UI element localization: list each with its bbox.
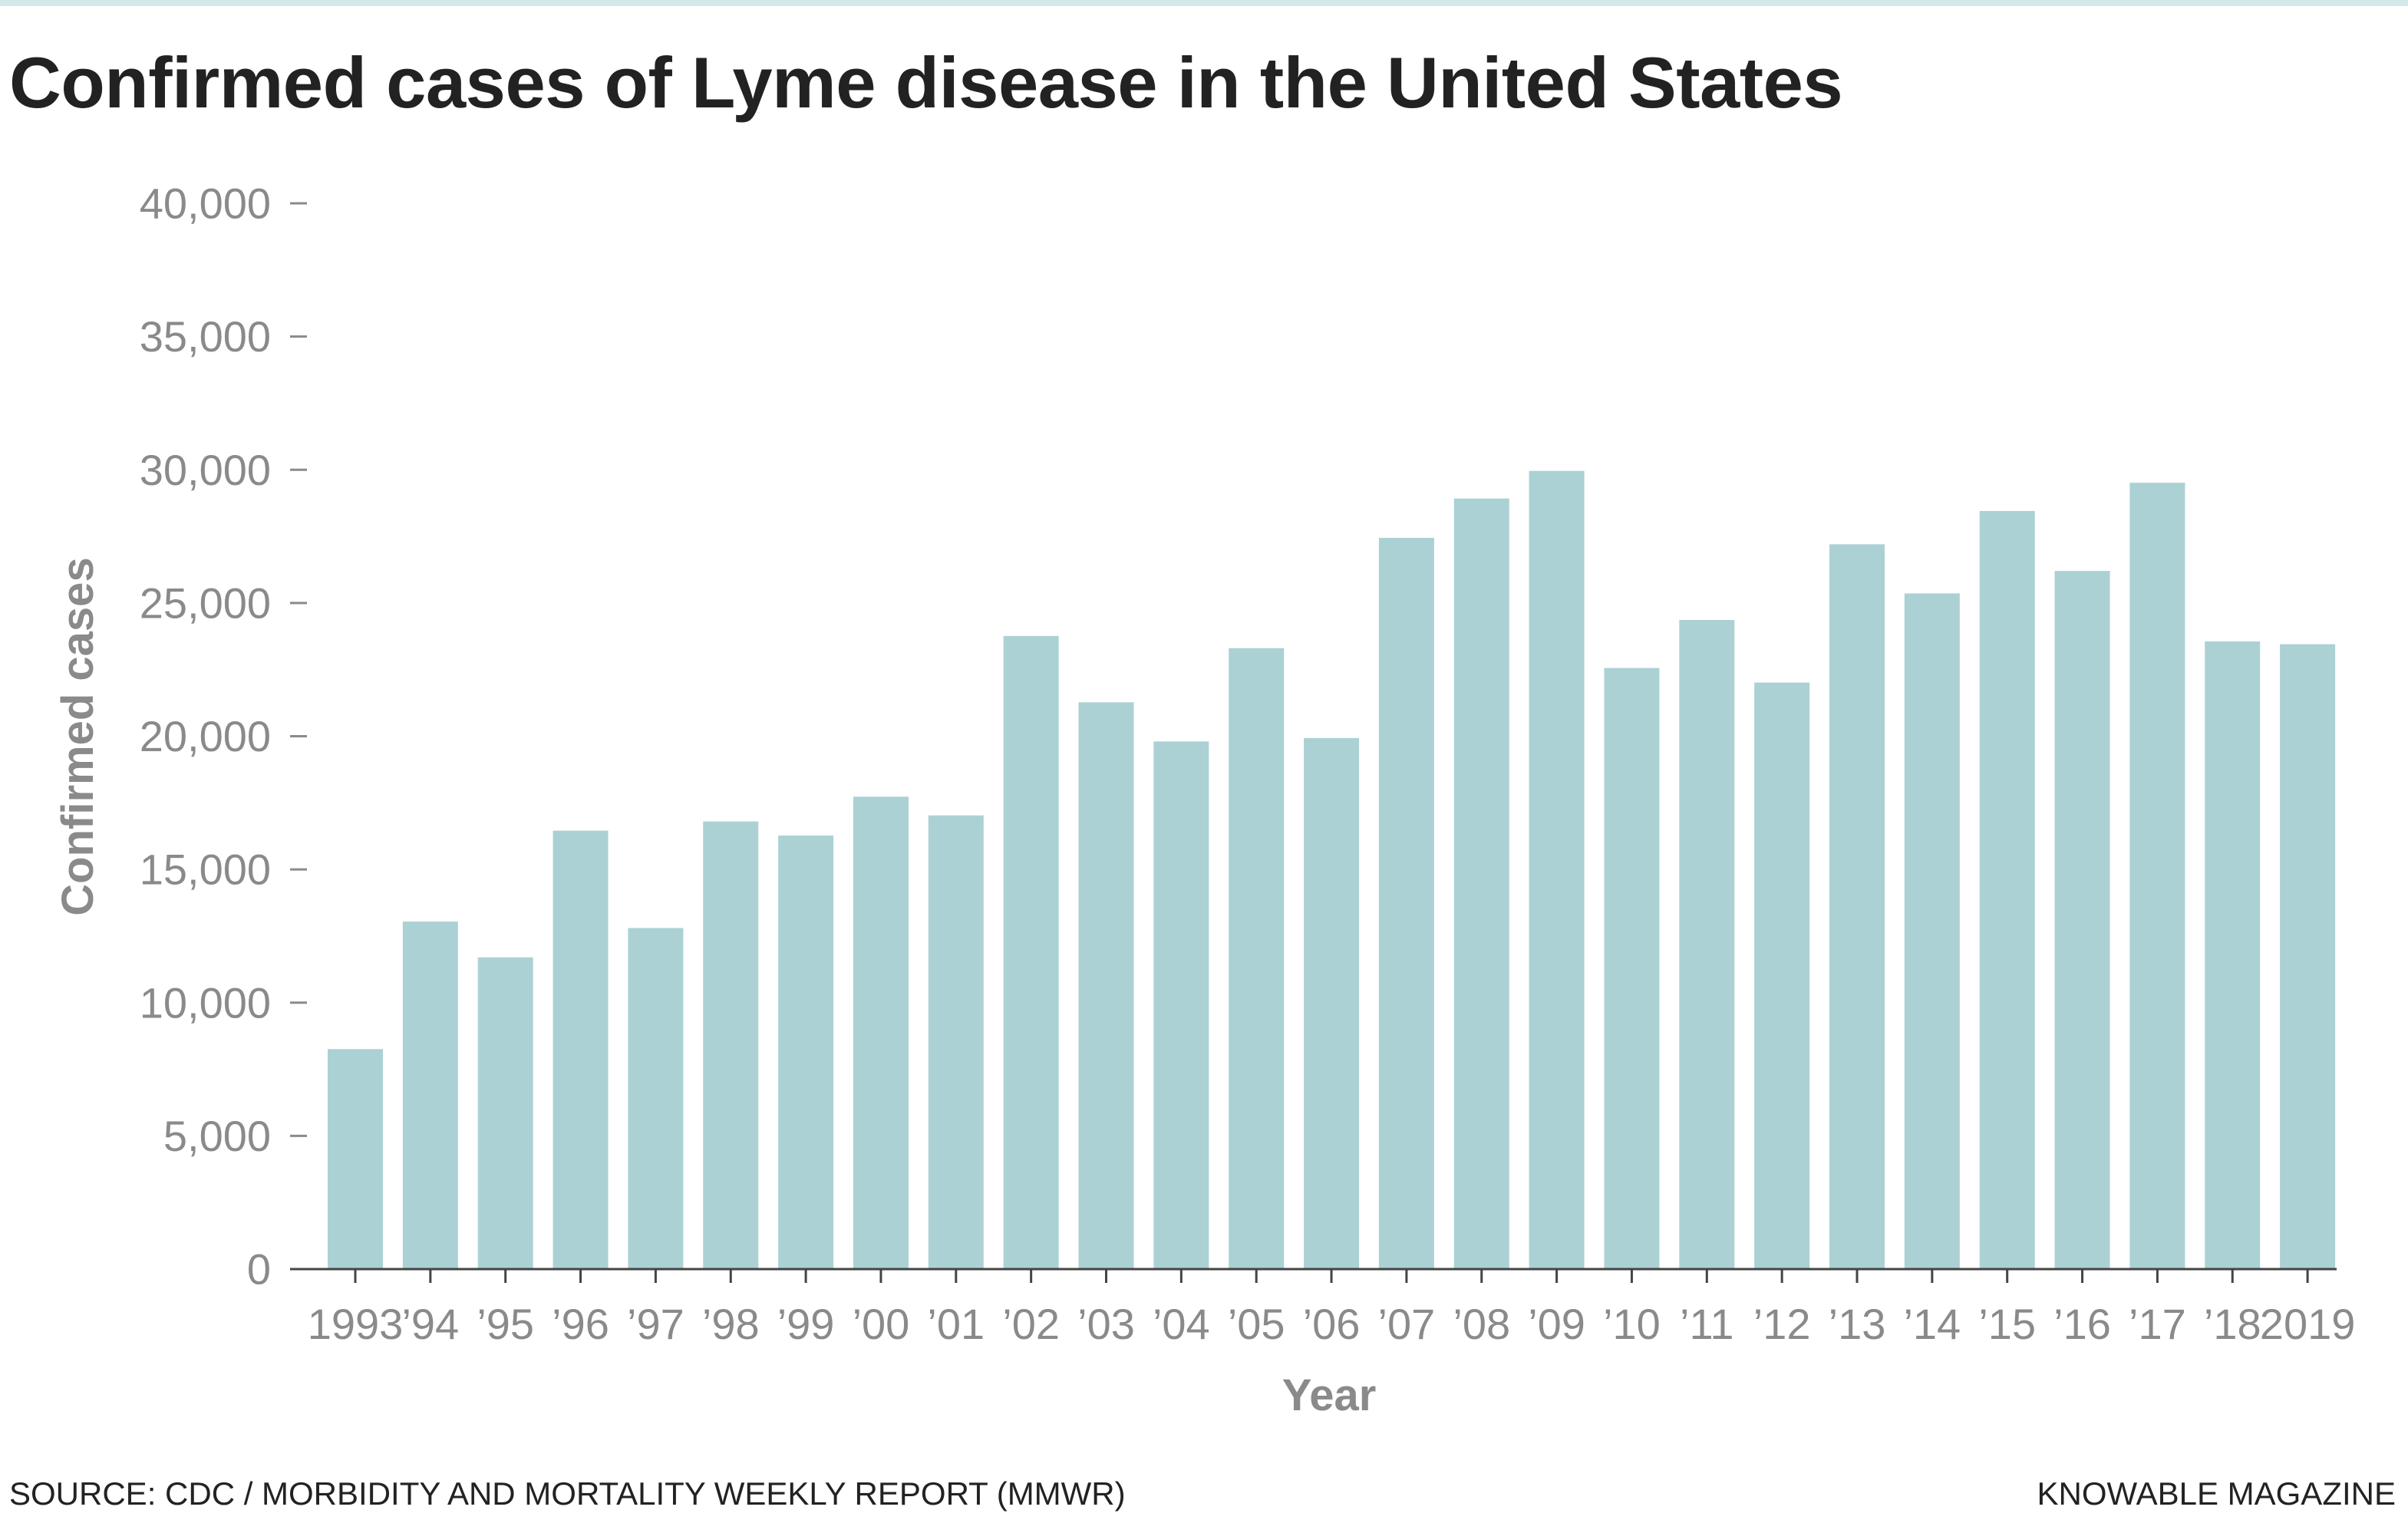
y-tick-label: 35,000 <box>140 312 271 361</box>
bar <box>1979 510 2035 1269</box>
y-axis: 0 5,000 10,000 15,000 20,000 25,000 30,000 35,0… <box>140 180 307 1294</box>
x-tick-label: ’03 <box>1077 1300 1135 1348</box>
x-tick-label: ’06 <box>1303 1300 1361 1348</box>
bar <box>2205 641 2261 1269</box>
y-tick-label: 30,000 <box>140 446 271 494</box>
publisher-credit: KNOWABLE MAGAZINE <box>2037 1475 2396 1512</box>
bar <box>553 830 609 1269</box>
bar <box>1829 544 1885 1269</box>
x-tick-label: ’13 <box>1829 1300 1886 1348</box>
bar <box>1904 593 1960 1269</box>
x-tick-label: ’02 <box>1002 1300 1060 1348</box>
bar <box>1604 668 1660 1269</box>
x-tick-label: ’17 <box>2129 1300 2186 1348</box>
bar <box>2280 644 2336 1269</box>
x-tick-label: ’18 <box>2204 1300 2261 1348</box>
x-tick-label: ’15 <box>1978 1300 2036 1348</box>
top-rule <box>0 0 2408 6</box>
bar <box>628 928 684 1269</box>
x-tick-label: ’95 <box>477 1300 534 1348</box>
bar <box>1153 741 1209 1269</box>
x-tick-label: ’98 <box>702 1300 760 1348</box>
x-tick-label: ’04 <box>1153 1300 1210 1348</box>
x-tick-label: ’16 <box>2053 1300 2111 1348</box>
y-tick-label: 25,000 <box>140 579 271 627</box>
x-tick-label: ’08 <box>1453 1300 1510 1348</box>
bar <box>1078 702 1134 1269</box>
bar <box>1304 737 1360 1269</box>
x-axis-title: Year <box>1282 1370 1377 1420</box>
y-tick-label: 20,000 <box>140 712 271 760</box>
x-axis: 1993’94 ’95 ’96 ’97 ’98 ’99 ’00 ’01 ’02 ’03 ’04 ’05… <box>308 1269 2356 1348</box>
bars <box>328 470 2336 1269</box>
bar <box>477 957 533 1269</box>
bar <box>928 815 984 1269</box>
x-tick-label: ’10 <box>1603 1300 1661 1348</box>
x-tick-label: ’94 <box>401 1300 459 1348</box>
bar <box>2129 483 2185 1269</box>
y-tick-label: 10,000 <box>140 978 271 1027</box>
bar <box>402 922 458 1269</box>
bar <box>2054 571 2110 1269</box>
x-tick-label: 1993 <box>308 1300 404 1348</box>
bar <box>1754 682 1810 1269</box>
x-tick-label: 2019 <box>2260 1300 2356 1348</box>
x-tick-label: ’99 <box>777 1300 835 1348</box>
y-tick-label: 0 <box>247 1245 271 1294</box>
x-tick-label: ’07 <box>1378 1300 1436 1348</box>
bar <box>703 821 759 1269</box>
source-note: SOURCE: CDC / MORBIDITY AND MORTALITY WE… <box>9 1475 1126 1512</box>
x-tick-label: ’96 <box>552 1300 609 1348</box>
x-tick-label: ’00 <box>853 1300 910 1348</box>
x-tick-label: ’01 <box>927 1300 985 1348</box>
x-tick-label: ’12 <box>1753 1300 1811 1348</box>
bar <box>1378 538 1434 1269</box>
bar <box>1003 635 1059 1269</box>
bar <box>778 835 834 1269</box>
bar <box>1529 470 1585 1269</box>
y-tick-label: 15,000 <box>140 846 271 894</box>
y-axis-title: Confirmed cases <box>53 557 103 915</box>
x-tick-label: ’05 <box>1228 1300 1285 1348</box>
x-tick-label: ’11 <box>1680 1300 1734 1348</box>
bar <box>853 796 909 1269</box>
bar-chart: 0 5,000 10,000 15,000 20,000 25,000 30,000 35,0… <box>53 180 2356 1421</box>
bar <box>328 1049 383 1269</box>
x-tick-label: ’97 <box>627 1300 684 1348</box>
x-tick-label: ’09 <box>1528 1300 1585 1348</box>
y-tick-label: 40,000 <box>140 180 271 228</box>
bar <box>1679 619 1735 1269</box>
bar <box>1229 648 1285 1269</box>
x-tick-label: ’14 <box>1903 1300 1961 1348</box>
y-tick-label: 5,000 <box>163 1112 271 1160</box>
bar <box>1453 498 1509 1269</box>
chart-title: Confirmed cases of Lyme disease in the U… <box>9 42 1843 123</box>
